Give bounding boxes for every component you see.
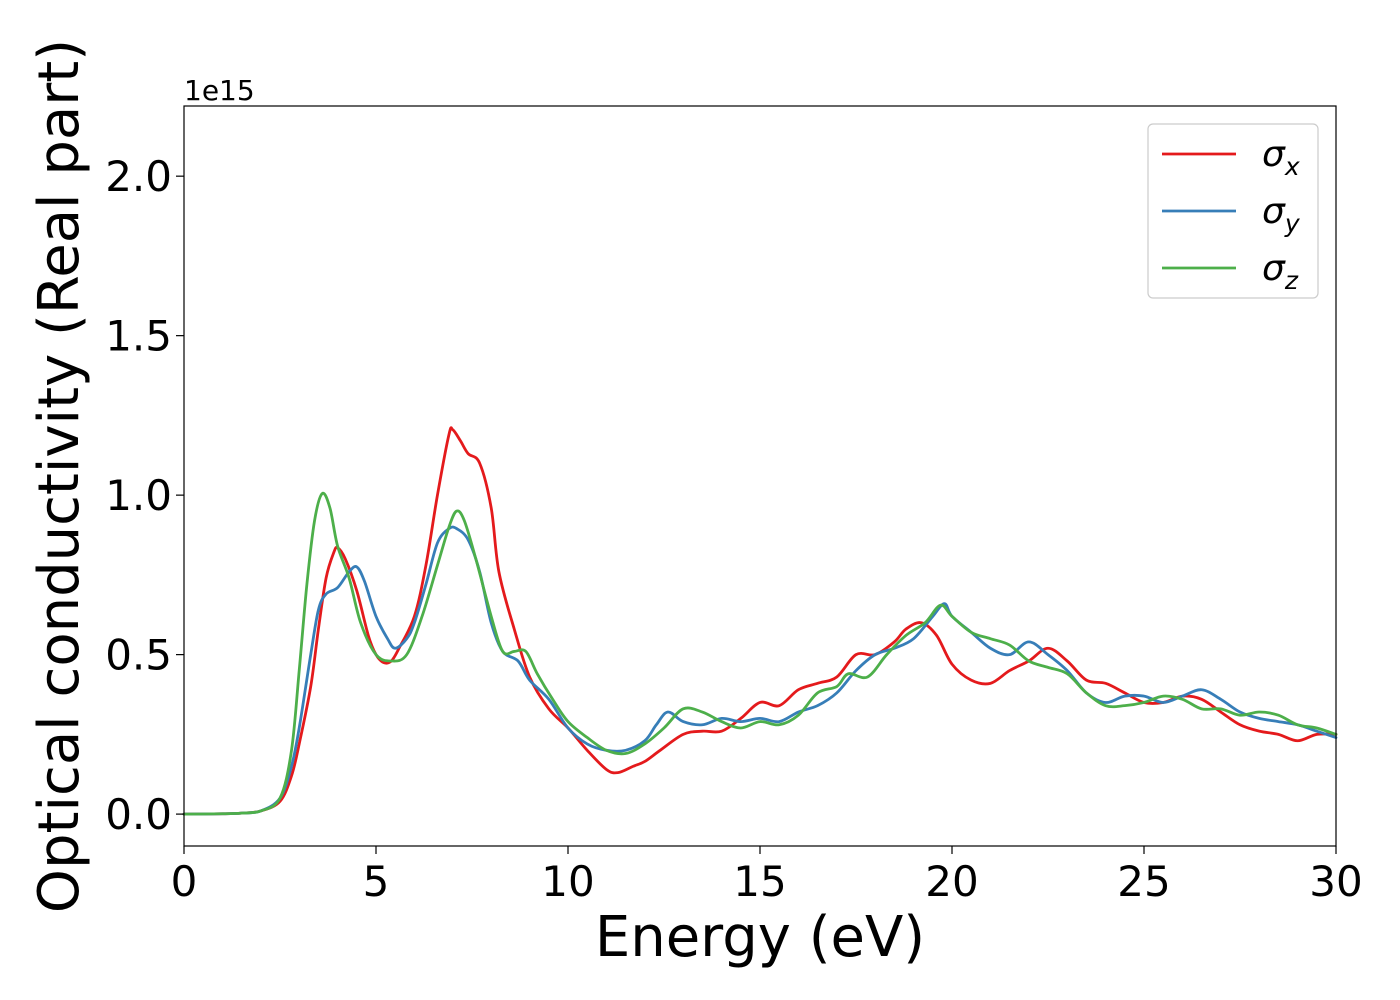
x-tick-label: 10 xyxy=(541,857,594,906)
x-axis-ticks: 0 5 10 15 20 25 30 xyxy=(171,846,1363,906)
legend-symbol: σ xyxy=(1262,248,1286,289)
y-tick-label: 0.5 xyxy=(105,631,172,680)
y-tick-label: 1.5 xyxy=(105,312,172,361)
y-tick-label: 2.0 xyxy=(105,152,172,201)
x-tick-label: 5 xyxy=(363,857,390,906)
series-layer xyxy=(182,426,1338,816)
y-tick-label: 0.0 xyxy=(105,790,172,839)
legend-symbol: σ xyxy=(1262,134,1286,175)
legend-label-x: σx xyxy=(1262,134,1300,181)
series-line-z xyxy=(182,491,1338,816)
legend-subscript: x xyxy=(1284,152,1300,181)
legend-label-y: σy xyxy=(1262,191,1301,238)
x-tick-label: 25 xyxy=(1117,857,1170,906)
y-offset-label: 1e15 xyxy=(184,74,255,107)
y-axis-label: Optical conductivity (Real part) xyxy=(27,39,92,913)
legend-symbol: σ xyxy=(1262,191,1286,232)
x-tick-label: 30 xyxy=(1309,857,1362,906)
y-axis-ticks: 0.0 0.5 1.0 1.5 2.0 xyxy=(105,152,184,839)
series-line-x xyxy=(182,426,1338,816)
legend-label-z: σz xyxy=(1262,248,1299,295)
legend-subscript: y xyxy=(1284,209,1301,238)
legend-subscript: z xyxy=(1284,266,1299,295)
x-tick-label: 20 xyxy=(925,857,978,906)
x-tick-label: 0 xyxy=(171,857,198,906)
x-axis-label: Energy (eV) xyxy=(595,905,925,970)
y-tick-label: 1.0 xyxy=(105,471,172,520)
series-line-y xyxy=(182,525,1338,816)
x-tick-label: 15 xyxy=(733,857,786,906)
